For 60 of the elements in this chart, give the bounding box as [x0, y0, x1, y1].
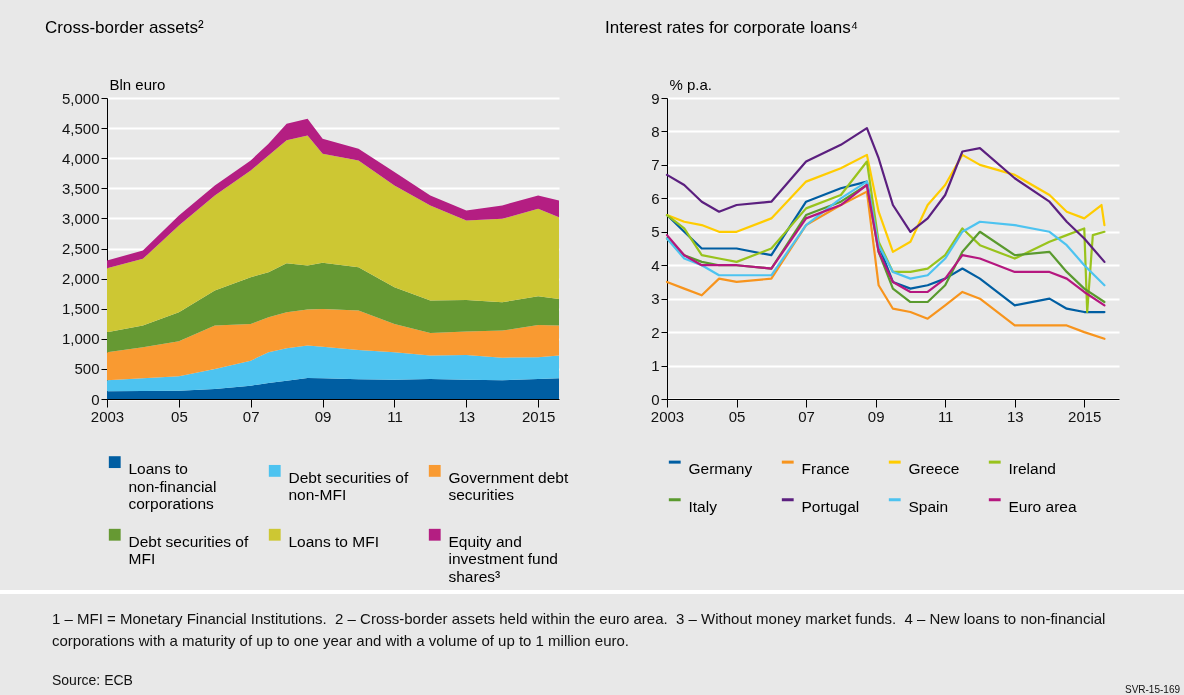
y-tick-label: 4,000	[61, 149, 100, 167]
legend-label: Italy	[688, 497, 718, 515]
y-tick-label: 8	[651, 122, 660, 140]
legend-label: Ireland	[1008, 460, 1056, 478]
x-tick-label: 13	[1006, 407, 1024, 425]
legend-label: Government debt securities	[448, 468, 569, 504]
y-axis-title: Bln euro	[109, 75, 166, 93]
y-tick-label: 4,500	[61, 119, 100, 137]
y-axis-title: % p.a.	[669, 75, 713, 93]
y-tick-label: 4	[651, 256, 660, 274]
y-tick-label: 2	[651, 323, 660, 341]
x-tick-label: 09	[314, 407, 332, 425]
legend-label: Debt securities of non-MFI	[288, 468, 409, 504]
legend-label: Equity and investment fund shares³	[448, 532, 558, 585]
y-tick-label: 1	[651, 357, 660, 375]
x-tick-label: 13	[458, 407, 476, 425]
y-tick-label: 5,000	[61, 89, 100, 107]
x-tick-label: 05	[171, 407, 188, 425]
line-series	[665, 127, 1106, 263]
legend-label: Loans to MFI	[288, 532, 379, 550]
legend-label: Greece	[908, 460, 960, 478]
chart-title: Interest rates for corporate loans⁴	[605, 18, 858, 37]
y-tick-label: 1,000	[61, 330, 100, 348]
x-tick-label: 2015	[521, 407, 556, 425]
x-tick-label: 05	[728, 407, 746, 425]
legend-label: France	[801, 460, 850, 478]
x-tick-label: 07	[242, 407, 260, 425]
legend-label: Debt securities of MFI	[128, 532, 249, 568]
line-series	[665, 180, 1106, 287]
text: SVR-15-169	[1124, 684, 1180, 695]
y-tick-label: 0	[91, 390, 100, 408]
legend-label: Loans to non-financial corporations	[128, 460, 217, 513]
chart-title: Cross-border assets²	[45, 18, 205, 37]
x-tick-label: 09	[867, 407, 885, 425]
y-tick-label: 2,500	[61, 240, 100, 257]
legend-label: Germany	[688, 460, 753, 478]
x-tick-label: 11	[937, 407, 954, 425]
y-tick-label: 5	[651, 223, 660, 241]
y-tick-label: 6	[651, 189, 660, 207]
line-series	[665, 190, 1106, 340]
y-tick-label: 7	[651, 156, 660, 174]
y-tick-label: 500	[74, 360, 100, 378]
y-tick-label: 9	[651, 89, 660, 107]
y-tick-label: 3,000	[61, 209, 100, 227]
legend-label: Spain	[908, 497, 949, 515]
x-tick-label: 11	[387, 407, 403, 425]
y-tick-label: 3,500	[61, 179, 100, 197]
source-note: Source: ECB	[52, 672, 133, 688]
legend-label: Euro area	[1008, 497, 1077, 515]
x-tick-label: 2003	[90, 407, 125, 425]
x-tick-label: 2003	[650, 407, 685, 425]
x-tick-label: 07	[798, 407, 815, 425]
line-series	[665, 153, 1106, 253]
text: 1 – MFI = Monetary Financial Institutions. 2 – Cross-border assets held within the euro area. 3 – Without money market funds. 4 – New loans to non-financial corporations with a maturity of up to one year and with a volume of up to 1 million euro.	[52, 609, 1107, 651]
y-tick-label: 3	[651, 290, 660, 308]
legend-label: Portugal	[801, 497, 860, 515]
y-tick-label: 1,500	[61, 300, 100, 318]
y-tick-label: 2,000	[61, 270, 100, 288]
y-tick-label: 0	[651, 390, 660, 408]
x-tick-label: 2015	[1068, 407, 1102, 425]
